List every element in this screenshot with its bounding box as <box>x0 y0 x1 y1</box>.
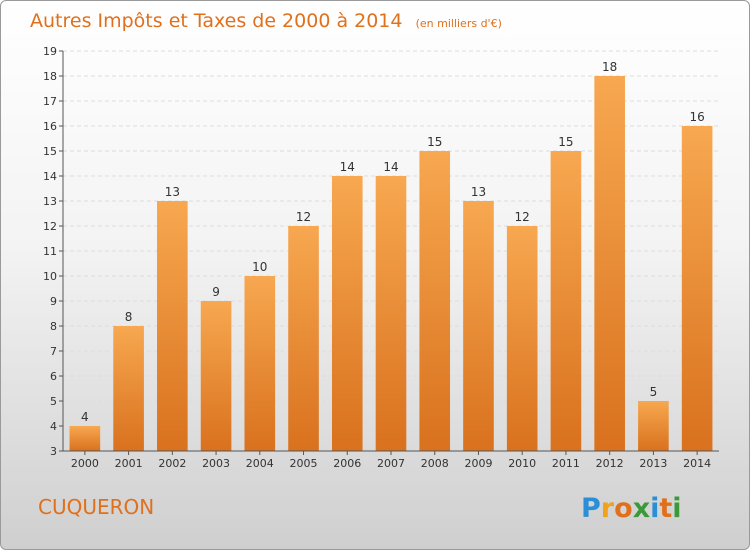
logo-letter: o <box>614 493 633 524</box>
data-label-2005: 12 <box>296 210 311 224</box>
logo-letter: r <box>601 493 615 524</box>
x-tick-label-2001: 2001 <box>115 457 143 470</box>
data-label-2006: 14 <box>340 160 355 174</box>
x-tick-label-2006: 2006 <box>333 457 361 470</box>
bar-2011 <box>550 151 582 451</box>
data-label-2014: 16 <box>689 110 704 124</box>
logo-letter: x <box>633 493 650 524</box>
y-tick-label: 17 <box>43 95 57 108</box>
data-label-2011: 15 <box>558 135 573 149</box>
bar-2005 <box>288 226 319 451</box>
chart-title: Autres Impôts et Taxes de 2000 à 2014 (e… <box>30 10 502 32</box>
y-tick-label: 15 <box>43 145 57 158</box>
x-tick-label-2014: 2014 <box>683 457 711 470</box>
bar-2014 <box>681 126 713 451</box>
bar-2009 <box>463 201 494 451</box>
x-tick-label-2002: 2002 <box>158 457 186 470</box>
y-axis: 3 4 5 6 7 8 9 10 11 12 13 14 15 16 17 18 19 <box>43 45 64 458</box>
proxiti-logo: Proxiti <box>581 493 682 524</box>
chart-title-main: Autres Impôts et Taxes de 2000 à 2014 <box>30 10 403 32</box>
y-tick-label: 19 <box>43 45 57 58</box>
x-tick-label-2004: 2004 <box>246 457 274 470</box>
data-label-2003: 9 <box>212 285 220 299</box>
x-tick-label-2008: 2008 <box>421 457 449 470</box>
chart-subtitle: (en milliers d'€) <box>416 17 502 30</box>
bar-2008 <box>419 151 451 451</box>
bar-2004 <box>244 276 276 451</box>
data-label-2002: 13 <box>165 185 180 199</box>
y-tick-label: 8 <box>50 320 57 333</box>
x-tick-label-2009: 2009 <box>464 457 492 470</box>
logo-letter: i <box>650 493 659 524</box>
y-tick-label: 18 <box>43 70 57 83</box>
y-tick-label: 10 <box>43 270 57 283</box>
y-tick-label: 12 <box>43 220 57 233</box>
y-tick-label: 14 <box>43 170 57 183</box>
logo-letter: P <box>581 493 601 524</box>
x-tick-label-2007: 2007 <box>377 457 405 470</box>
bar-2007 <box>375 176 407 451</box>
bar-2010 <box>506 226 538 451</box>
bar-2000 <box>69 426 101 451</box>
data-label-2012: 18 <box>602 60 617 74</box>
data-label-2009: 13 <box>471 185 486 199</box>
data-label-2004: 10 <box>252 260 267 274</box>
data-label-2008: 15 <box>427 135 442 149</box>
y-tick-label: 5 <box>50 395 57 408</box>
x-tick-label-2005: 2005 <box>290 457 318 470</box>
data-label-2000: 4 <box>81 410 89 424</box>
data-label-2013: 5 <box>650 385 658 399</box>
x-tick-label-2012: 2012 <box>596 457 624 470</box>
logo-letter: t <box>659 493 672 524</box>
x-tick-label-2013: 2013 <box>639 457 667 470</box>
y-tick-label: 13 <box>43 195 57 208</box>
bar-2002 <box>157 201 188 451</box>
data-label-2001: 8 <box>125 310 133 324</box>
x-tick-label-2010: 2010 <box>508 457 536 470</box>
bars: 4 8 13 9 10 12 14 14 15 13 12 15 18 5 16 <box>69 60 713 451</box>
y-tick-label: 4 <box>50 420 57 433</box>
x-tick-label-2011: 2011 <box>552 457 580 470</box>
y-tick-label: 6 <box>50 370 57 383</box>
bar-2012 <box>594 76 625 451</box>
y-tick-label: 7 <box>50 345 57 358</box>
x-tick-label-2003: 2003 <box>202 457 230 470</box>
data-label-2007: 14 <box>383 160 398 174</box>
bar-2001 <box>113 326 144 451</box>
logo-letter: i <box>672 493 681 524</box>
commune-name: CUQUERON <box>38 495 154 519</box>
data-label-2010: 12 <box>515 210 530 224</box>
bar-2006 <box>331 176 363 451</box>
bar-2013 <box>638 401 669 451</box>
y-tick-label: 11 <box>43 245 57 258</box>
y-tick-label: 9 <box>50 295 57 308</box>
y-tick-label: 16 <box>43 120 57 133</box>
x-tick-label-2000: 2000 <box>71 457 99 470</box>
bar-2003 <box>200 301 232 451</box>
y-tick-label: 3 <box>50 445 57 458</box>
x-axis: 2000 2001 2002 2003 2004 2005 2006 2007 2008 2009… <box>63 450 719 470</box>
